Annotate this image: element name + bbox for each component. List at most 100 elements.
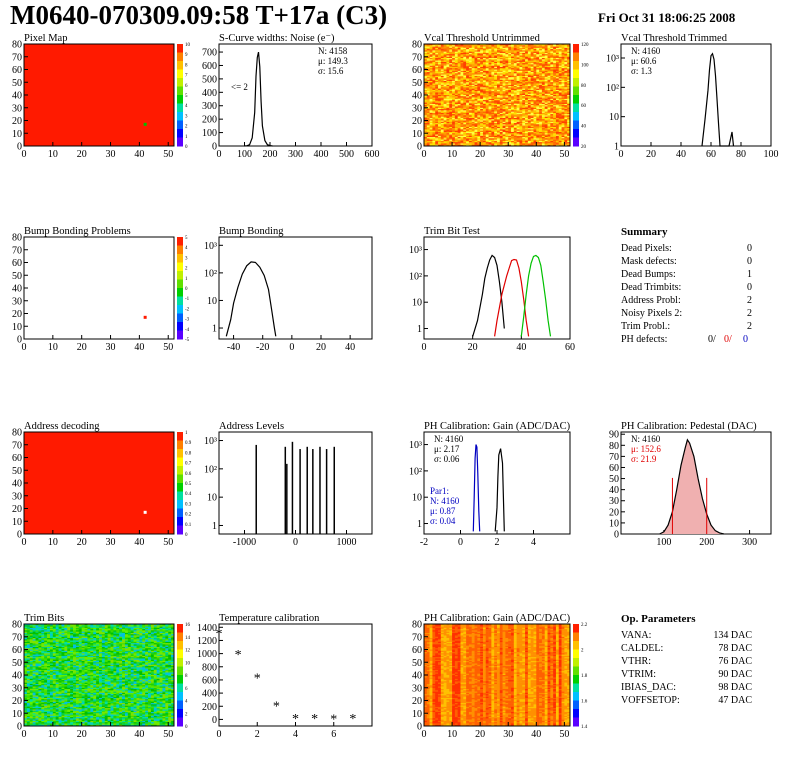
heat-cell [446,80,450,83]
heat-cell [424,115,428,117]
y-tick-label: 10 [12,517,22,528]
colorbar-segment [177,52,183,62]
colorbar-label: 0 [185,533,188,538]
heat-cell [424,82,428,84]
heat-cell [438,73,442,75]
heat-cell [426,102,430,105]
heat-cell [446,50,450,52]
colorbar-segment [177,457,183,467]
heat-cell [440,134,444,137]
colorbar-label: 6 [185,84,188,89]
heat-cell [432,128,436,130]
heat-cell [446,72,450,74]
heat-cell [435,123,439,125]
x-tick-label: 0 [458,537,463,548]
heat-cell [440,95,444,97]
colorbar-segment [177,254,183,263]
heat-cell [446,93,450,96]
heat-cell [435,59,439,61]
y-tick-label: 1 [212,521,217,532]
heat-cell [443,75,447,78]
heat-cell [440,89,444,92]
heat-cell [426,84,430,87]
heat-cell [440,91,444,93]
heat-cell [443,87,447,89]
heat-cell [435,96,439,98]
heat-cell [438,116,442,119]
heat-cell [446,84,450,87]
heat-cell [429,96,433,98]
heat-cell [426,111,430,114]
heat-cell [446,97,450,100]
heat-cell [429,107,433,110]
heat-cell [449,45,453,47]
heat-cell [438,125,442,128]
heat-cell [443,46,447,49]
panel-title: Bump Bonding Problems [24,226,131,237]
heat-cell [443,44,447,46]
heat-cell [435,139,439,142]
colorbar-segment [177,432,183,441]
heat-cell [432,124,436,126]
heat-cell [438,80,442,83]
colorbar-segment [177,279,183,289]
heat-cell [440,133,444,135]
heat-cell [426,103,430,106]
heat-cell [449,73,453,75]
heat-cell [424,135,428,138]
colorbar-label: 3 [185,256,188,261]
stats-line: μ: 149.3 [318,56,348,66]
heat-cell [426,131,430,134]
heat-cell [446,117,450,120]
heat-cell [424,120,428,123]
heat-cell [426,65,430,68]
colorbar-label: 7 [185,74,188,79]
heat-cell [435,102,439,105]
heat-cell [435,125,439,128]
heat-cell [432,134,436,137]
heat-cell [435,47,439,50]
colorbar-label: 0.3 [185,502,192,507]
x-tick-label: 20 [77,149,87,160]
y-tick-label: 10 [412,493,422,504]
heat-cell [432,126,436,129]
y-tick-label: 10³ [606,53,619,64]
heat-cell [449,109,453,111]
y-tick-label: 1 [417,324,422,335]
heat-cell [443,143,447,146]
panel-title: Vcal Threshold Trimmed [621,33,728,44]
x-tick-label: 40 [345,342,355,353]
colorbar-label: 20 [581,145,587,150]
heat-cell [426,56,430,59]
heat-cell [449,106,453,109]
heat-cell [440,87,444,89]
y-tick-label: 10 [12,322,22,333]
colorbar-segment [177,86,183,96]
x-tick-label: 0 [22,149,27,160]
heat-cell [440,72,444,74]
heat-cell [435,72,439,74]
y-tick-label: 60 [12,258,22,269]
heat-cell [443,54,447,56]
heat-cell [426,106,430,109]
heat-cell [440,83,444,86]
heat-cell [429,111,433,114]
heat-cell [449,55,453,58]
heat-cell [446,120,450,123]
heat-cell [426,135,430,138]
y-tick-label: 10 [609,112,619,123]
colorbar-segment [177,245,183,255]
heat-cell [424,45,428,47]
heat-cell [446,82,450,84]
heat-cell [435,135,439,138]
heat-cell [429,49,433,51]
heat-cell [446,100,450,102]
heat-cell [432,114,436,116]
heat-cell [426,96,430,98]
heat-cell [426,82,430,84]
colorbar-label: 120 [581,43,589,48]
y-tick-label: 10² [204,464,217,475]
heat-cell [432,106,436,109]
